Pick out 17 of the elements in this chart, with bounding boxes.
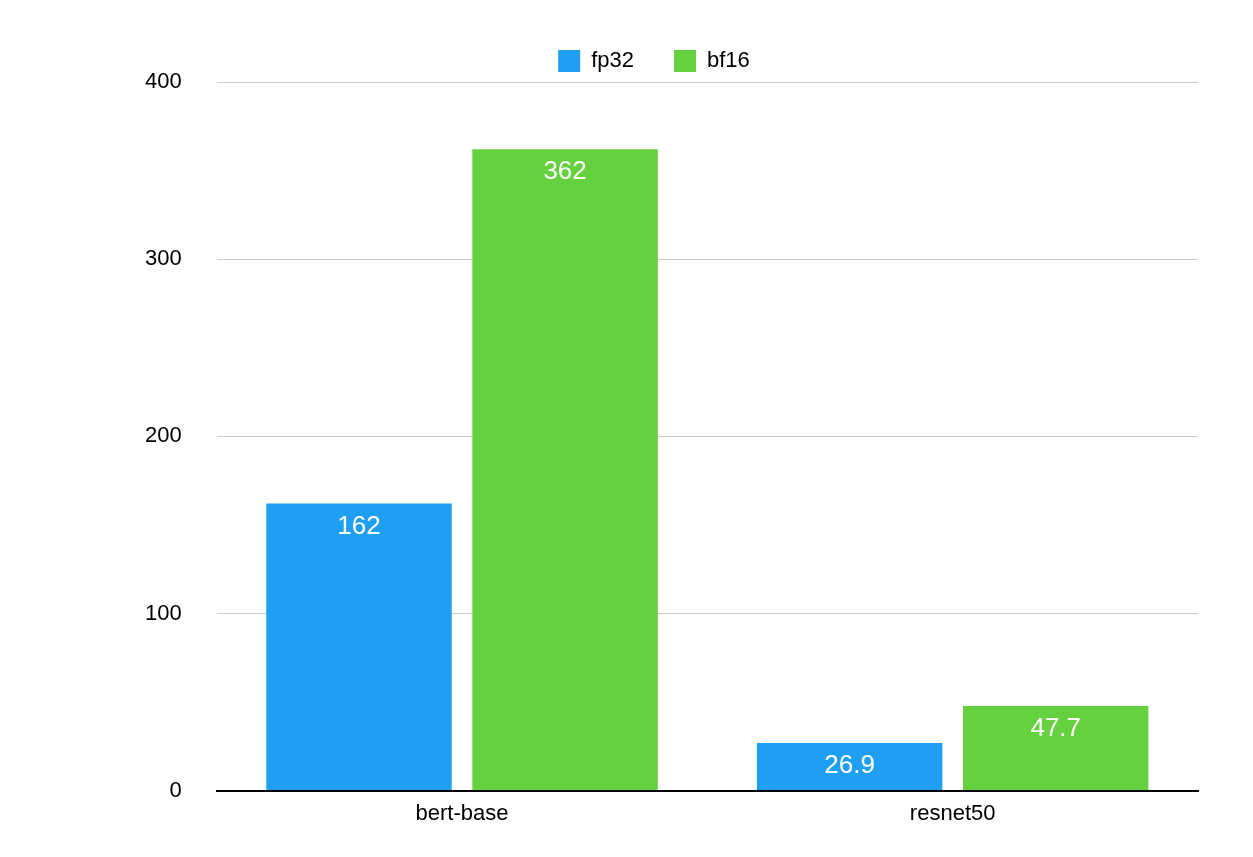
y-tick-label: 400 bbox=[144, 68, 182, 94]
data-label: 47.7 bbox=[1030, 712, 1082, 743]
y-tick-label: 100 bbox=[144, 599, 182, 625]
x-tick-label: bert-base bbox=[415, 799, 509, 825]
data-label: 162 bbox=[337, 509, 381, 540]
data-label: 362 bbox=[543, 155, 587, 186]
legend-label: fp32 bbox=[591, 47, 635, 73]
bar bbox=[472, 149, 658, 791]
y-tick-label: 0 bbox=[169, 776, 182, 802]
bar bbox=[962, 706, 1149, 791]
bar bbox=[756, 742, 943, 791]
legend-label: bf16 bbox=[707, 47, 750, 73]
y-tick-label: 300 bbox=[144, 245, 182, 271]
y-tick-label: 200 bbox=[144, 422, 182, 448]
data-label: 26.9 bbox=[824, 749, 875, 780]
x-tick-label: resnet50 bbox=[909, 799, 996, 825]
bar bbox=[266, 503, 452, 791]
